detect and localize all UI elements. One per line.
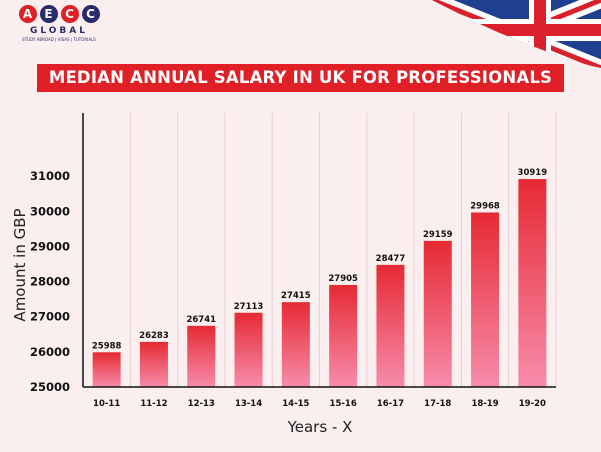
brand-letter: C (81, 5, 100, 23)
x-tick-label: 12-13 (188, 399, 215, 409)
y-tick-label: 26000 (30, 345, 70, 359)
x-tick-label: 11-12 (140, 399, 167, 409)
brand-letter: C (60, 5, 79, 23)
bars (92, 179, 547, 387)
chart-title: MEDIAN ANNUAL SALARY IN UK FOR PROFESSIO… (37, 64, 564, 92)
bar (92, 352, 121, 387)
y-tick-label: 28000 (30, 275, 70, 289)
data-label: 27905 (328, 274, 358, 284)
brand-letter: E (39, 5, 58, 23)
data-label: 26741 (186, 315, 216, 325)
x-tick-label: 16-17 (377, 399, 404, 409)
x-tick-labels: 10-11 11-12 12-13 13-14 14-15 15-16 16-17 17-18… (93, 399, 546, 409)
data-label: 28477 (376, 254, 406, 264)
data-label: 27415 (281, 291, 311, 301)
grid-lines (82, 113, 557, 387)
y-tick-labels: 25000 26000 27000 28000 29000 30000 31000 (30, 169, 70, 394)
x-tick-label: 13-14 (235, 399, 262, 409)
data-labels: 25988 26283 26741 27113 27415 27905 28477 29159… (92, 168, 547, 351)
x-tick-label: 18-19 (471, 399, 498, 409)
bar (518, 179, 547, 387)
data-label: 25988 (92, 341, 122, 351)
bar (281, 302, 310, 387)
data-label: 26283 (139, 331, 169, 341)
x-tick-label: 10-11 (93, 399, 120, 409)
y-axis-title: Amount in GBP (11, 208, 29, 321)
brand-word: GLOBAL (29, 26, 88, 36)
bar (234, 312, 263, 387)
bar (187, 325, 216, 387)
x-tick-label: 17-18 (424, 399, 451, 409)
brand-letters: A E C C (14, 5, 104, 23)
x-tick-label: 15-16 (330, 399, 357, 409)
bar (329, 284, 358, 387)
brand-logo: A E C C GLOBAL STUDY ABROAD | VISAS | TU… (14, 5, 104, 47)
brand-letter: A (18, 5, 37, 23)
bar (376, 264, 405, 387)
y-tick-label: 27000 (30, 310, 70, 324)
data-label: 29968 (470, 201, 500, 211)
data-label: 29159 (423, 230, 453, 240)
uk-flag-icon (432, 0, 601, 68)
bar (423, 240, 452, 387)
x-tick-label: 14-15 (282, 399, 309, 409)
brand-tagline: STUDY ABROAD | VISAS | TUTORIALS (22, 37, 96, 42)
x-axis-title: Years - X (287, 418, 353, 436)
data-label: 27113 (234, 302, 264, 312)
x-tick-label: 19-20 (519, 399, 546, 409)
y-tick-label: 30000 (30, 204, 70, 218)
y-tick-label: 29000 (30, 239, 70, 253)
y-tick-label: 31000 (30, 169, 70, 183)
bar (139, 341, 168, 387)
y-tick-label: 25000 (30, 380, 70, 394)
data-label: 30919 (518, 168, 548, 178)
bar (471, 212, 500, 387)
